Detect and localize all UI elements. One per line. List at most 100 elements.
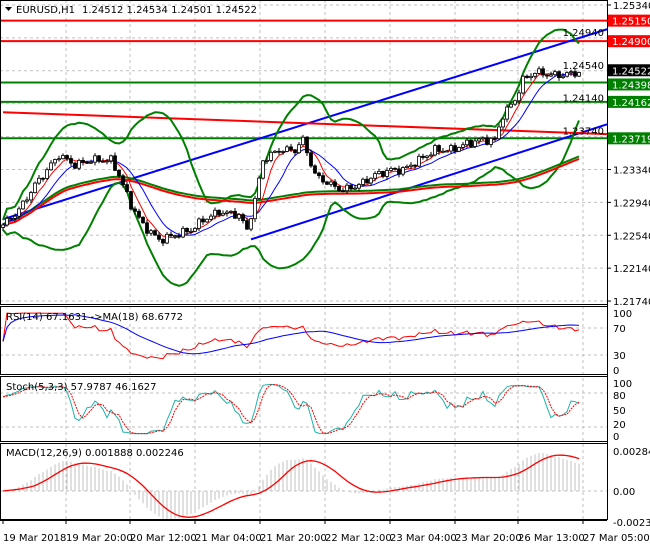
candle-bear bbox=[157, 234, 161, 240]
candle-bull bbox=[409, 164, 413, 167]
price-level-tag bbox=[608, 132, 650, 145]
price-level-label: 1.24398 bbox=[612, 80, 650, 91]
candle-bull bbox=[89, 161, 93, 164]
candle-bear bbox=[421, 155, 425, 158]
candle-bull bbox=[445, 150, 449, 153]
candle-bull bbox=[473, 140, 477, 147]
candle-bull bbox=[489, 137, 493, 145]
price-level-tag bbox=[608, 78, 650, 91]
candle-bear bbox=[333, 181, 337, 187]
candle-bear bbox=[125, 184, 129, 192]
price-tick-label: 1.24140 bbox=[563, 94, 604, 105]
candle-bear bbox=[349, 184, 353, 190]
moving-average-slow bbox=[2, 73, 580, 236]
candle-bull bbox=[565, 72, 569, 77]
macd-tick-label: 0.00 bbox=[613, 487, 635, 498]
candle-bull bbox=[429, 154, 433, 157]
candle-bull bbox=[465, 139, 469, 146]
candle-bear bbox=[289, 146, 293, 151]
rsi-line bbox=[2, 312, 580, 360]
time-tick-label: 26 Mar 13:00 bbox=[518, 533, 585, 544]
price-tick-label: 1.23740 bbox=[563, 127, 604, 138]
bollinger-lower-band bbox=[2, 120, 580, 287]
candle-bull bbox=[13, 215, 17, 219]
candle-bull bbox=[521, 75, 525, 94]
candle-bear bbox=[69, 158, 73, 164]
moving-average-long-red bbox=[2, 157, 580, 229]
candle-bear bbox=[437, 145, 441, 152]
candle-bull bbox=[193, 227, 197, 232]
price-tick-label: 1.24940 bbox=[563, 28, 604, 39]
candle-bull bbox=[261, 160, 265, 179]
candle-bear bbox=[313, 165, 317, 174]
candle-bull bbox=[401, 167, 405, 175]
candle-bear bbox=[341, 190, 345, 193]
candle-bear bbox=[217, 209, 221, 216]
candle-bull bbox=[533, 73, 537, 77]
candle-bear bbox=[293, 149, 297, 154]
candle-bull bbox=[165, 233, 169, 244]
candle-bull bbox=[529, 75, 533, 78]
candle-bull bbox=[5, 217, 9, 226]
candle-bear bbox=[153, 230, 157, 236]
dropdown-triangle-icon[interactable] bbox=[5, 7, 12, 11]
candle-bear bbox=[245, 220, 249, 230]
candle-bear bbox=[453, 145, 457, 152]
candle-bear bbox=[65, 155, 69, 159]
candle-bear bbox=[325, 181, 329, 185]
candle-bull bbox=[53, 159, 57, 164]
price-tick-label: 1.23340 bbox=[613, 165, 650, 176]
candle-bull bbox=[549, 74, 553, 77]
time-tick-label: 21 Mar 20:00 bbox=[260, 533, 327, 544]
candle-bull bbox=[105, 160, 109, 163]
candle-bull bbox=[449, 145, 453, 152]
rsi-label: RSI(14) 67.1631 ->MA(18) 68.6772 bbox=[6, 312, 183, 323]
stoch-tick-label: 50 bbox=[613, 406, 626, 417]
candle-bull bbox=[225, 211, 229, 214]
candle-bear bbox=[541, 68, 545, 76]
stoch-label: Stoch(5,3,3) 57.9787 46.1627 bbox=[6, 382, 157, 393]
candle-bull bbox=[385, 170, 389, 177]
price-level-label: 1.24900 bbox=[612, 37, 650, 48]
candle-bull bbox=[281, 151, 285, 153]
rsi-ma-line bbox=[2, 314, 580, 355]
candle-bear bbox=[177, 235, 181, 238]
rsi-tick-label: 30 bbox=[613, 351, 626, 362]
candle-bull bbox=[25, 199, 29, 202]
candle-bear bbox=[397, 168, 401, 175]
stoch-tick-label: 80 bbox=[613, 391, 626, 402]
candle-bear bbox=[133, 208, 137, 212]
candle-bull bbox=[353, 187, 357, 190]
candle-bull bbox=[517, 92, 521, 102]
candle-bull bbox=[205, 218, 209, 223]
candle-bull bbox=[369, 177, 373, 184]
candle-bull bbox=[461, 144, 465, 148]
candle-bull bbox=[301, 136, 305, 146]
time-tick-label: 23 Mar 20:00 bbox=[455, 533, 522, 544]
candle-bull bbox=[57, 158, 61, 161]
candle-bull bbox=[297, 144, 301, 154]
candle-bull bbox=[49, 162, 53, 171]
candle-bull bbox=[425, 155, 429, 158]
candle-bull bbox=[21, 200, 25, 210]
price-level-label: 1.23719 bbox=[612, 134, 650, 145]
time-tick-label: 23 Mar 04:00 bbox=[390, 533, 457, 544]
candle-bear bbox=[141, 216, 145, 224]
candle-bear bbox=[557, 71, 561, 78]
candle-bear bbox=[201, 218, 205, 223]
candle-bear bbox=[113, 155, 117, 171]
time-tick-label: 19 Mar 20:00 bbox=[66, 533, 133, 544]
candle-bear bbox=[381, 171, 385, 177]
candle-bull bbox=[253, 197, 257, 220]
candle-bear bbox=[137, 210, 141, 218]
price-tick-label: 1.22540 bbox=[613, 231, 650, 242]
candle-bull bbox=[189, 230, 193, 233]
candle-bull bbox=[537, 68, 541, 74]
candle-bear bbox=[121, 175, 125, 186]
candle-bull bbox=[197, 218, 201, 229]
candle-bull bbox=[181, 227, 185, 238]
candle-bull bbox=[377, 171, 381, 175]
candle-bear bbox=[545, 74, 549, 77]
candle-bear bbox=[469, 139, 473, 147]
